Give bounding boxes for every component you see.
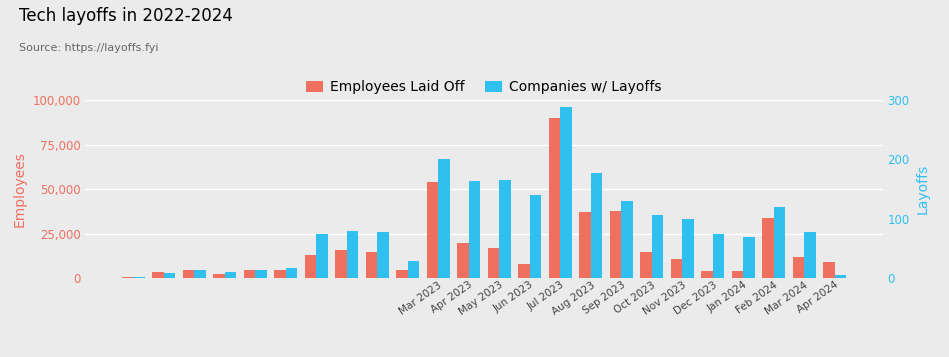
Bar <box>286 268 297 278</box>
Bar <box>609 211 622 278</box>
Bar <box>244 270 255 278</box>
Bar <box>518 264 530 278</box>
Bar <box>773 207 786 278</box>
Bar <box>530 195 541 278</box>
Bar <box>682 219 694 278</box>
Bar <box>133 277 145 278</box>
Bar <box>792 257 804 278</box>
Text: Tech layoffs in 2022-2024: Tech layoffs in 2022-2024 <box>19 7 233 25</box>
Bar <box>732 271 743 278</box>
Bar <box>560 106 572 278</box>
Bar <box>590 172 603 278</box>
Bar <box>182 270 195 278</box>
Bar <box>225 272 236 278</box>
Bar <box>701 271 713 278</box>
Bar <box>469 181 480 278</box>
Bar <box>499 180 511 278</box>
Bar <box>762 218 773 278</box>
Y-axis label: Layoffs: Layoffs <box>915 164 929 214</box>
Bar <box>164 272 176 278</box>
Bar <box>438 160 450 278</box>
Bar <box>335 250 346 278</box>
Bar <box>255 270 267 278</box>
Bar <box>316 234 327 278</box>
Bar <box>365 252 378 278</box>
Bar <box>579 212 590 278</box>
Bar <box>121 277 133 278</box>
Bar <box>743 237 754 278</box>
Bar <box>305 255 316 278</box>
Bar <box>488 248 499 278</box>
Bar <box>346 231 359 278</box>
Bar <box>457 243 469 278</box>
Bar <box>396 270 408 278</box>
Bar <box>622 201 633 278</box>
Bar <box>214 274 225 278</box>
Bar <box>427 182 438 278</box>
Bar <box>804 232 816 278</box>
Bar <box>152 272 164 278</box>
Bar <box>713 234 724 278</box>
Y-axis label: Employees: Employees <box>13 151 27 227</box>
Bar <box>408 261 419 278</box>
Bar <box>652 215 663 278</box>
Bar <box>378 232 389 278</box>
Text: Source: https://layoffs.fyi: Source: https://layoffs.fyi <box>19 43 158 53</box>
Bar <box>823 262 835 278</box>
Bar <box>195 270 206 278</box>
Bar <box>835 276 847 278</box>
Legend: Employees Laid Off, Companies w/ Layoffs: Employees Laid Off, Companies w/ Layoffs <box>301 75 667 100</box>
Bar <box>549 118 560 278</box>
Bar <box>274 270 286 278</box>
Bar <box>641 252 652 278</box>
Bar <box>671 259 682 278</box>
